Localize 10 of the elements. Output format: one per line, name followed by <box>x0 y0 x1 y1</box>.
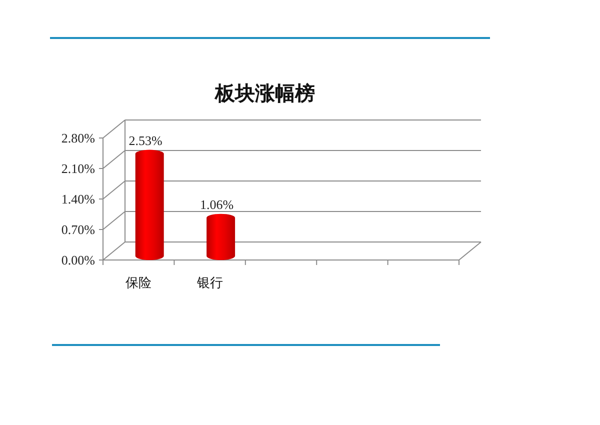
y-tick-label: 2.10% <box>61 161 96 176</box>
y-tick-label: 2.80% <box>61 130 96 146</box>
x-tick-label: 银行 <box>196 275 223 290</box>
chart-title: 板块涨幅榜 <box>214 82 315 105</box>
data-label: 1.06% <box>200 196 234 212</box>
data-label: 2.53% <box>128 132 163 148</box>
y-tick-label: 0.00% <box>61 252 96 268</box>
x-tick-label: 保险 <box>126 275 152 290</box>
y-tick-label: 1.40% <box>61 192 96 206</box>
y-tick-label: 0.70% <box>61 222 96 237</box>
